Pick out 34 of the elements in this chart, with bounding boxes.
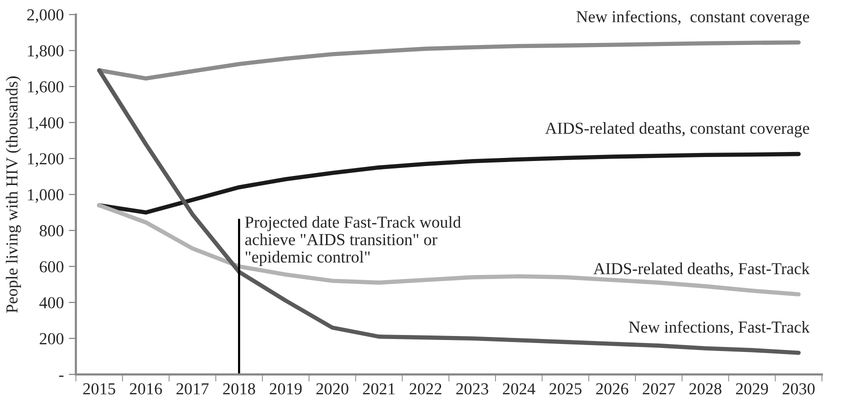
x-tick-label: 2025 [550, 383, 582, 394]
y-tick-label: 1,200 [28, 153, 64, 167]
series-label: AIDS-related deaths, Fast-Track [593, 262, 810, 277]
y-tick-label: 800 [40, 225, 64, 236]
x-tick-label: 2015 [83, 383, 116, 394]
y-tick-label: 1,600 [28, 81, 64, 95]
series-label: AIDS-related deaths, constant coverage [545, 122, 810, 138]
x-tick-label: 2028 [689, 383, 722, 394]
x-tick-label: 2023 [456, 383, 488, 394]
x-tick-label: 2024 [502, 383, 536, 394]
y-tick-label: 600 [40, 261, 64, 272]
y-tick-label: 400 [39, 297, 64, 308]
ref-line-label: Projected date Fast-Track would achieve "AIDS transition" or "epidemic control" [245, 216, 461, 266]
y-tick-label: 1,800 [28, 45, 64, 59]
x-tick-label: 2026 [596, 383, 628, 394]
y-tick-label: - [59, 376, 64, 377]
y-tick-label: 200 [40, 333, 64, 344]
x-tick-label: 2027 [642, 383, 675, 394]
x-tick-label: 2021 [363, 383, 395, 394]
y-axis-title: People living with HIV (thousands) [6, 76, 22, 313]
series-label: New infections, Fast-Track [628, 320, 810, 336]
x-tick-label: 2020 [316, 383, 348, 394]
line-series [97, 152, 801, 215]
x-tick-label: 2019 [270, 383, 302, 394]
y-tick-label: 2,000 [27, 9, 64, 23]
x-tick-label: 2030 [782, 383, 815, 394]
x-tick-label: 2017 [176, 383, 209, 394]
y-tick-label: 1,400 [28, 117, 64, 131]
series-label: New infections, constant coverage [576, 10, 810, 26]
x-tick-label: 2016 [130, 383, 162, 394]
x-tick-label: 2022 [410, 383, 442, 394]
x-tick-label: 2029 [736, 383, 768, 394]
y-tick-label: 1,000 [28, 189, 64, 203]
x-tick-label: 2018 [223, 383, 256, 394]
